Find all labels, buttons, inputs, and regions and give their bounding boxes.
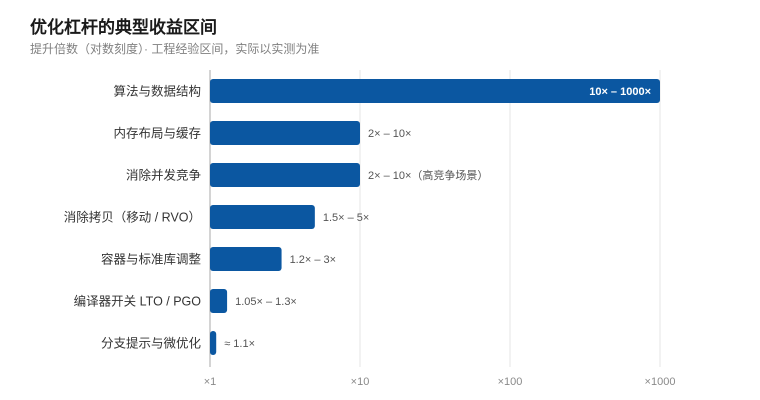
bar-layer bbox=[210, 79, 660, 355]
bar bbox=[210, 247, 282, 271]
category-label: 编译器开关 LTO / PGO bbox=[74, 294, 202, 309]
category-label: 消除拷贝（移动 / RVO） bbox=[64, 210, 201, 225]
bar bbox=[210, 79, 660, 103]
value-label: 2× – 10×（高竞争场景） bbox=[368, 168, 488, 182]
value-label: 2× – 10× bbox=[368, 128, 411, 140]
value-label: ≈ 1.1× bbox=[224, 338, 255, 350]
bar bbox=[210, 289, 228, 313]
bar bbox=[210, 121, 360, 145]
value-label: 10× – 1000× bbox=[589, 86, 651, 98]
chart-subtitle: 提升倍数（对数刻度）· 工程经验区间，实际以实测为准 bbox=[30, 42, 320, 56]
label-layer: ×1 ×10 ×100 ×1000 算法与数据结构 10× – 1000× 内存布局与缓存 2… bbox=[64, 84, 676, 389]
category-label: 容器与标准库调整 bbox=[101, 252, 202, 267]
bar bbox=[210, 205, 315, 229]
chart-title: 优化杠杆的典型收益区间 bbox=[30, 18, 217, 37]
category-label: 分支提示与微优化 bbox=[101, 336, 202, 351]
category-label: 内存布局与缓存 bbox=[113, 127, 201, 141]
category-label: 消除并发竞争 bbox=[126, 168, 201, 183]
x-tick-label: ×100 bbox=[498, 376, 523, 388]
value-label: 1.2× – 3× bbox=[290, 254, 337, 266]
category-label: 算法与数据结构 bbox=[113, 84, 201, 99]
value-label: 1.05× – 1.3× bbox=[235, 296, 297, 308]
bar bbox=[210, 331, 217, 355]
bar bbox=[210, 163, 360, 187]
x-tick-label: ×1000 bbox=[645, 376, 676, 388]
x-tick-label: ×10 bbox=[351, 376, 370, 388]
value-label: 1.5× – 5× bbox=[323, 212, 370, 224]
x-tick-label: ×1 bbox=[204, 376, 217, 388]
